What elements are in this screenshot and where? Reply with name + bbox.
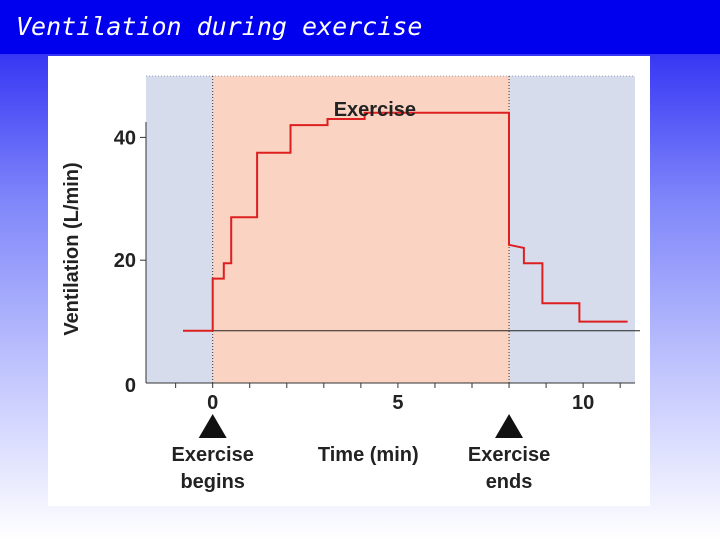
series-layer	[183, 111, 640, 332]
background-bands	[146, 75, 635, 383]
rest-region-before	[146, 76, 213, 383]
x-tick-label-2: 10	[572, 392, 594, 414]
rest-region-after	[509, 76, 635, 383]
chart-panel: 0 20 40 0 5 10 Exercise Ventilation (L/min) T…	[48, 56, 650, 506]
axes: 0 20 40 0 5 10	[114, 122, 635, 414]
exercise-band-label: Exercise	[334, 99, 416, 121]
exercise-begins-label-line1: Exercise	[172, 444, 254, 466]
x-tick-label-0: 0	[207, 392, 218, 414]
x-axis-label: Time (min)	[318, 444, 419, 466]
y-tick-label-1: 20	[114, 250, 136, 272]
y-tick-label-2: 40	[114, 127, 136, 149]
ventilation-chart: 0 20 40 0 5 10 Exercise Ventilation (L/min) T…	[61, 75, 640, 493]
y-tick-label-0: 0	[125, 375, 136, 397]
exercise-begins-label-line2: begins	[180, 471, 244, 493]
x-tick-label-1: 5	[392, 392, 403, 414]
exercise-ends-arrow	[495, 414, 524, 438]
event-annotations: Exercise begins Exercise ends	[172, 414, 550, 493]
exercise-region	[212, 76, 510, 383]
exercise-ends-label-line2: ends	[486, 471, 533, 493]
y-axis-label: Ventilation (L/min)	[61, 162, 83, 335]
exercise-begins-arrow	[198, 414, 227, 438]
slide-title: Ventilation during exercise	[0, 0, 720, 54]
exercise-ends-label-line1: Exercise	[468, 444, 550, 466]
ventilation-line-0	[183, 111, 628, 332]
